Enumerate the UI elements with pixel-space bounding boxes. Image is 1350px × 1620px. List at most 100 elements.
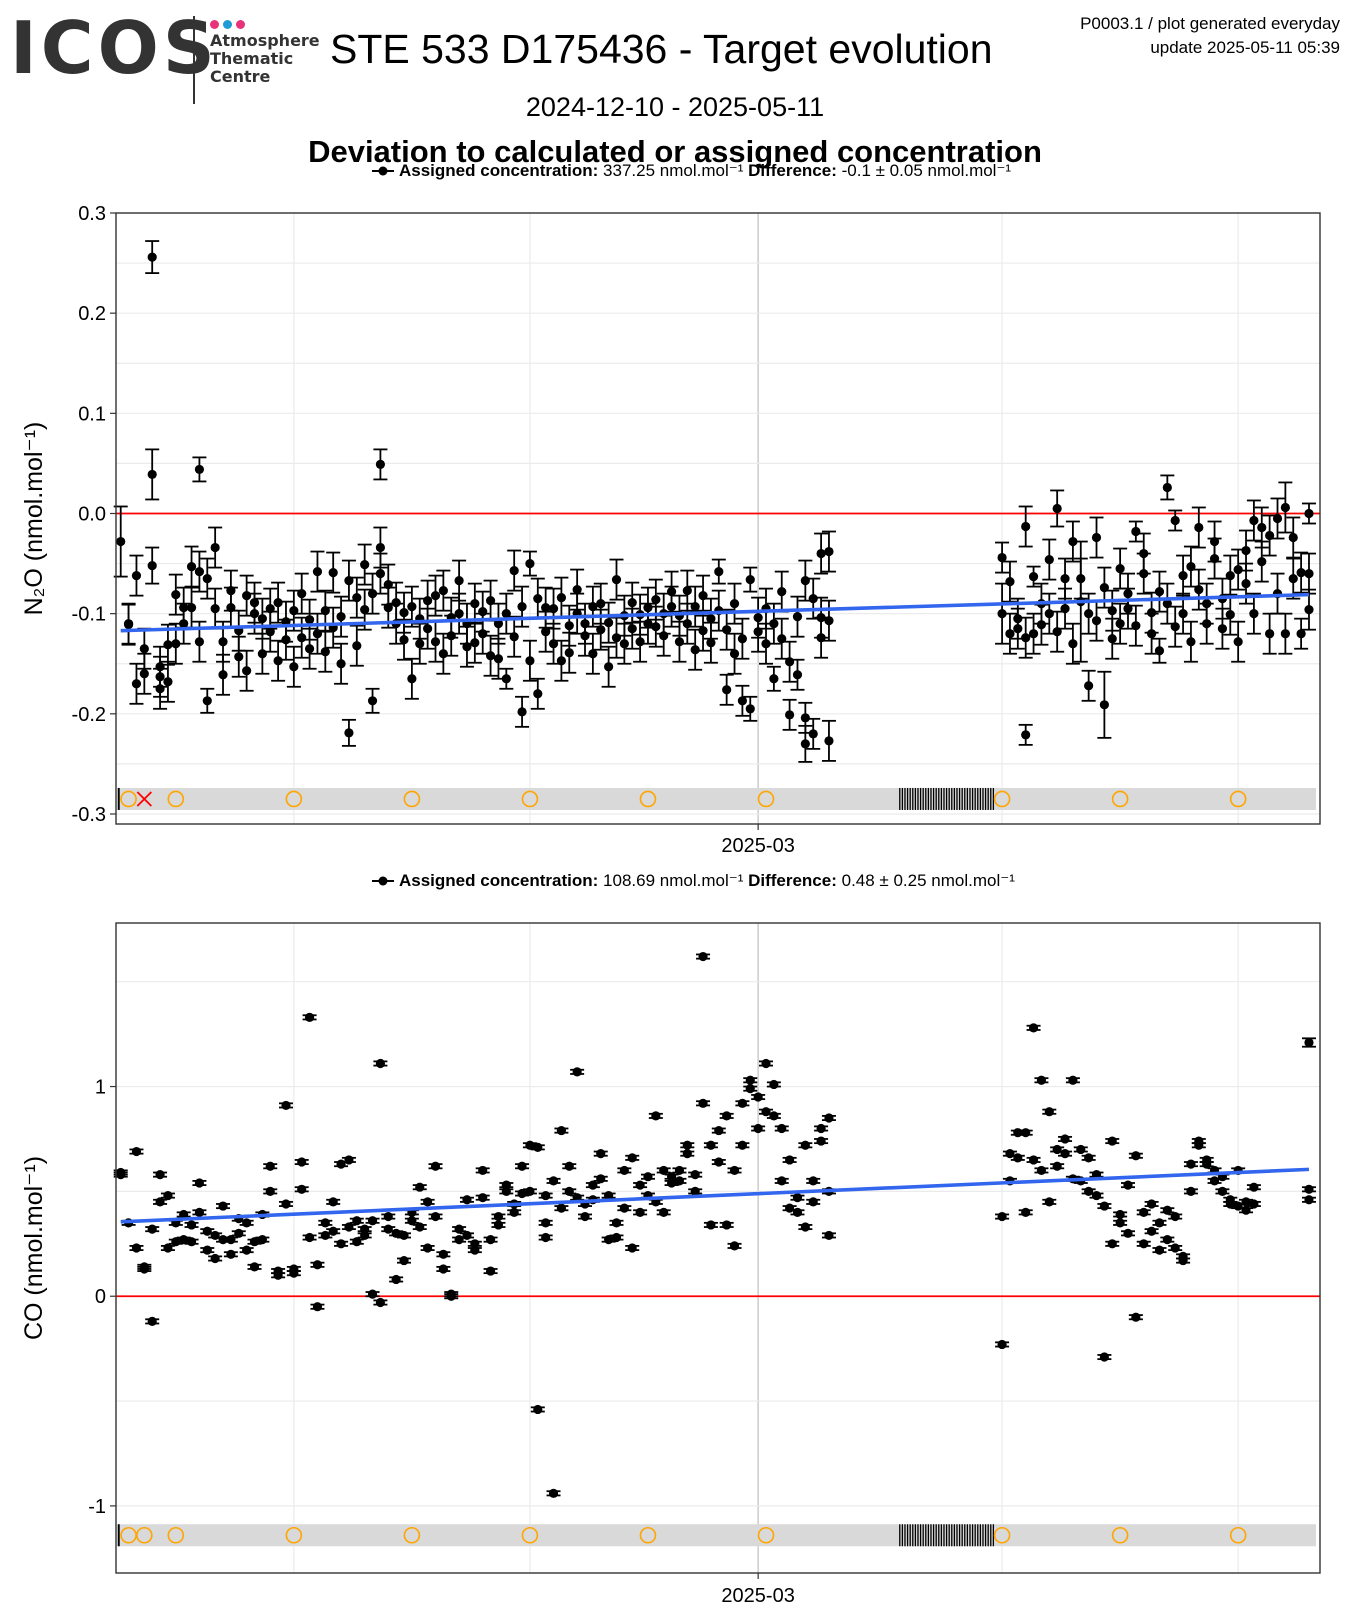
point-marker xyxy=(548,1176,559,1186)
point-marker xyxy=(517,602,527,612)
data-point xyxy=(1254,540,1269,583)
point-marker xyxy=(690,645,700,655)
data-point xyxy=(507,549,522,592)
logo-line-3: Centre xyxy=(210,67,271,86)
point-marker xyxy=(501,1180,511,1190)
point-marker xyxy=(391,1274,401,1285)
point-marker xyxy=(1249,1199,1259,1209)
point-marker xyxy=(769,1079,779,1090)
data-point xyxy=(129,554,144,597)
data-point xyxy=(404,1216,419,1226)
point-marker xyxy=(596,1149,606,1159)
flag-circle xyxy=(167,1526,185,1544)
point-marker xyxy=(1068,1075,1078,1085)
data-point xyxy=(562,631,577,674)
point-marker xyxy=(383,580,393,590)
point-marker xyxy=(1162,482,1172,493)
logo-dot-2 xyxy=(223,20,232,29)
data-point xyxy=(397,591,412,634)
point-marker xyxy=(761,1107,771,1117)
data-point xyxy=(782,1155,797,1165)
data-point xyxy=(1120,587,1135,630)
point-marker xyxy=(446,631,456,641)
point-marker xyxy=(659,1165,669,1176)
data-point xyxy=(263,1161,278,1171)
data-point xyxy=(373,1058,388,1069)
data-point xyxy=(475,1193,490,1203)
point-marker xyxy=(485,651,496,661)
data-point xyxy=(1097,1352,1112,1362)
point-marker xyxy=(194,566,205,577)
data-point xyxy=(357,1224,372,1234)
point-marker xyxy=(509,1207,519,1217)
point-marker xyxy=(289,662,299,672)
data-point xyxy=(1026,1155,1041,1165)
data-point xyxy=(1002,560,1017,603)
point-marker xyxy=(1178,570,1188,581)
flag-circle xyxy=(120,790,137,808)
data-point xyxy=(609,1232,624,1243)
data-point xyxy=(326,551,341,594)
data-point xyxy=(255,597,270,640)
point-marker xyxy=(737,634,747,644)
data-point xyxy=(821,719,836,762)
point-marker xyxy=(761,639,771,649)
data-point xyxy=(1018,1207,1033,1217)
data-point xyxy=(522,550,537,577)
point-marker xyxy=(1036,1165,1047,1176)
point-marker xyxy=(1202,619,1212,629)
point-marker xyxy=(769,619,779,629)
point-marker xyxy=(375,568,386,579)
point-marker xyxy=(722,1111,732,1121)
point-marker xyxy=(1139,548,1149,559)
point-marker xyxy=(438,586,448,596)
point-marker xyxy=(470,1239,480,1249)
point-marker xyxy=(1186,1159,1196,1169)
data-point xyxy=(1144,1226,1159,1236)
data-point xyxy=(467,621,482,664)
data-point xyxy=(1199,1155,1214,1165)
data-point xyxy=(145,240,160,274)
point-marker xyxy=(210,542,220,553)
data-point xyxy=(1058,1134,1073,1144)
data-point xyxy=(601,645,616,688)
point-marker xyxy=(706,1140,716,1150)
data-point xyxy=(1010,607,1025,650)
point-marker xyxy=(541,603,551,613)
data-point xyxy=(397,1230,412,1241)
data-point xyxy=(1128,1312,1143,1322)
flag-circle xyxy=(136,1526,153,1544)
y-tick-label: 1 xyxy=(95,1077,106,1099)
data-point xyxy=(995,582,1010,645)
point-marker xyxy=(800,576,810,586)
point-marker xyxy=(1257,522,1267,533)
data-point xyxy=(640,1172,655,1182)
data-point xyxy=(294,1157,309,1167)
point-marker xyxy=(1225,570,1235,581)
legend-difference-value: 0.48 ± 0.25 nmol.mol⁻¹ xyxy=(837,871,1015,890)
data-point xyxy=(1026,565,1041,588)
point-marker xyxy=(360,1230,370,1241)
data-point xyxy=(373,448,388,481)
point-marker xyxy=(234,652,244,662)
data-point xyxy=(334,595,349,638)
data-point xyxy=(145,448,160,501)
data-point xyxy=(499,667,514,690)
point-marker xyxy=(533,594,543,604)
data-point xyxy=(609,1218,624,1228)
data-point xyxy=(1152,1245,1167,1255)
data-point xyxy=(507,615,522,658)
data-point xyxy=(1278,612,1293,655)
point-marker xyxy=(391,1228,401,1238)
data-point xyxy=(735,617,750,660)
point-marker xyxy=(1107,1239,1117,1249)
data-point xyxy=(334,1159,349,1169)
point-marker xyxy=(753,1092,763,1102)
data-point xyxy=(1239,1205,1254,1215)
point-marker xyxy=(131,570,142,581)
point-marker xyxy=(1194,522,1204,533)
point-marker xyxy=(1021,521,1031,532)
point-marker xyxy=(1154,587,1165,597)
data-point xyxy=(1081,669,1096,702)
point-marker xyxy=(729,599,740,609)
